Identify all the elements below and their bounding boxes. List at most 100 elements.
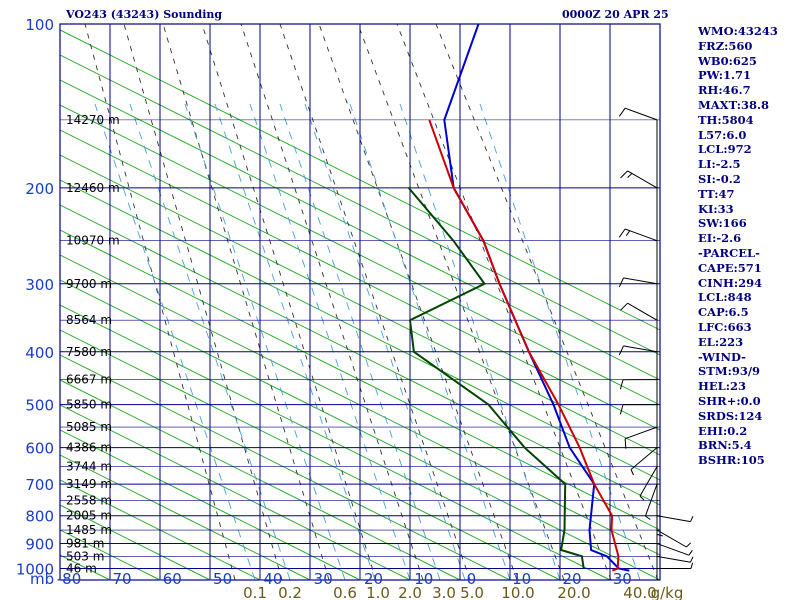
sounding-datetime: 0000Z 20 APR 25 [562, 8, 669, 21]
index-item: PW:1.71 [698, 68, 752, 83]
wind-barb [620, 302, 658, 321]
moist-adiabat-line [84, 24, 236, 580]
dry-adiabat-line [60, 454, 311, 580]
index-item: EHI:0.2 [698, 423, 748, 438]
index-item: CAP:6.5 [698, 305, 749, 320]
temperature-tick-label: 30 [613, 570, 632, 588]
index-item: BSHR:105 [698, 453, 765, 468]
wind-barb [630, 447, 658, 476]
temperature-profile [443, 24, 630, 572]
pressure-label: 1000 [16, 560, 54, 578]
height-label: 10970 m [66, 234, 120, 248]
index-item: LFC:663 [698, 319, 752, 334]
wind-barb [656, 562, 694, 569]
dry-adiabat-line [60, 179, 660, 481]
temperature-tick-label: -70 [107, 570, 132, 588]
wind-barb [656, 529, 692, 548]
index-item: BRN:5.4 [698, 438, 752, 453]
height-label: 46 m [66, 561, 97, 575]
moist-adiabat-line [318, 24, 518, 580]
index-item: SHR+:0.0 [698, 393, 761, 408]
wind-barb [656, 543, 693, 556]
wind-barb [618, 107, 658, 121]
dry-adiabat-line [0, 30, 10, 580]
temperature-tick-label: -80 [57, 570, 82, 588]
index-item: WB0:625 [698, 53, 757, 68]
moist-adiabat-line [396, 24, 612, 580]
height-label: 1485 m [66, 523, 112, 537]
mixing-ratio-label: 3.0 [432, 584, 456, 600]
wind-barb [620, 170, 658, 189]
index-item: WMO:43243 [698, 24, 778, 38]
wind-barb [618, 277, 658, 288]
x-axis-unit: mb [30, 570, 54, 588]
temperature-tick-label: -10 [409, 570, 434, 588]
index-item: RH:46.7 [698, 83, 751, 98]
mixing-ratio-label: 5.0 [460, 584, 484, 600]
mixing-ratio-label: 20.0 [557, 584, 590, 600]
index-item: EL:223 [698, 334, 744, 349]
index-item: CINH:294 [698, 275, 763, 290]
height-label: 12460 m [66, 181, 120, 195]
dry-adiabat-line [60, 29, 660, 331]
index-item: LCL:972 [698, 142, 752, 157]
temperature-tick-label: -30 [308, 570, 333, 588]
wind-barb [619, 379, 658, 390]
wind-barb [618, 345, 658, 356]
mixing-ratio-label: 10.0 [501, 584, 534, 600]
mixing-ratio-label: 0.2 [278, 584, 302, 600]
moist-adiabat-line [357, 24, 565, 580]
dry-adiabat-line [60, 379, 461, 580]
indices-list: WMO:43243 FRZ:560 WB0:625 PW:1.71 RH:46.7 MAX… [698, 24, 778, 468]
dry-adiabat-line [60, 579, 61, 580]
temperature-tick-label: -60 [157, 570, 182, 588]
temperature-tick-label: -20 [359, 570, 384, 588]
height-label: 5085 m [66, 420, 112, 434]
mixing-ratio-line [249, 103, 411, 580]
wind-barbs [618, 107, 694, 580]
mixing-ratio-label: 1.0 [366, 584, 390, 600]
moist-adiabats [84, 24, 659, 580]
mixing-ratio-line [94, 103, 256, 580]
pressure-label: 400 [25, 344, 54, 362]
dry-adiabat-line [60, 479, 261, 580]
height-label: 6667 m [66, 373, 112, 387]
pressure-label: 300 [25, 276, 54, 294]
temperature-tick-label: -50 [208, 570, 233, 588]
dry-adiabat-line [60, 154, 660, 456]
index-item: SI:-0.2 [698, 171, 741, 186]
mixing-ratio-label: 0.1 [243, 584, 267, 600]
wind-barb [624, 426, 658, 449]
pressure-label: 800 [25, 508, 54, 526]
temperature-tick-label: -40 [258, 570, 283, 588]
index-item: STM:93/9 [698, 364, 761, 379]
wind-barb [639, 466, 658, 501]
temperature-labels: -80 -70 -60 -50 -40 -30 -20 -10 0 10 20 30 [57, 570, 632, 588]
height-label: 3149 m [66, 477, 112, 491]
mixing-ratio-label: 40.0 [623, 584, 656, 600]
wind-barb [644, 483, 658, 520]
height-label: 2558 m [66, 493, 112, 507]
pressure-label: 700 [25, 476, 54, 494]
index-item: KI:33 [698, 201, 734, 216]
moist-adiabat-line [240, 24, 424, 580]
dry-adiabat-line [60, 104, 660, 406]
dry-adiabats [0, 29, 660, 580]
height-label: 4386 m [66, 441, 112, 455]
index-item: L57:6.0 [698, 127, 747, 142]
mixing-ratio-label: 2.0 [398, 584, 422, 600]
dry-adiabat-line [60, 429, 361, 580]
height-label: 3744 m [66, 460, 112, 474]
moist-adiabat-line [435, 24, 659, 580]
height-label: 7580 m [66, 345, 112, 359]
index-item: TT:47 [698, 186, 735, 201]
mixing-ratio-label: 0.6 [333, 584, 357, 600]
dry-adiabat-line [60, 329, 561, 580]
height-label: 2005 m [66, 509, 112, 523]
pressure-label: 100 [25, 16, 54, 34]
pressure-label: 200 [25, 180, 54, 198]
index-item: FRZ:560 [698, 38, 753, 53]
index-item: SRDS:124 [698, 408, 763, 423]
wind-barb [656, 555, 694, 563]
